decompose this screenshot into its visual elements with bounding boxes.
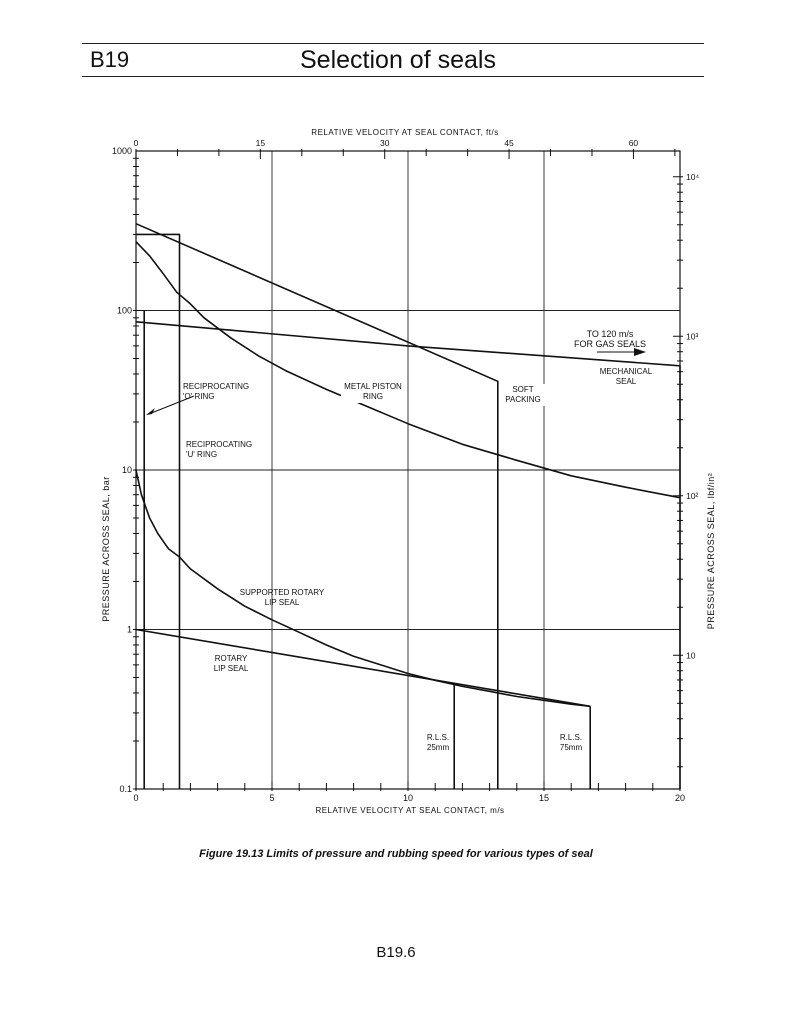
series-line-3	[135, 241, 681, 499]
series-line-5	[135, 469, 591, 708]
label-mechanical-seal: MECHANICAL	[600, 367, 653, 376]
page-number: B19.6	[376, 944, 416, 961]
label-soft-packing-bg	[503, 384, 545, 406]
series-line-6	[135, 628, 591, 708]
x-tick-label: 20	[675, 793, 685, 803]
o-ring-arrow-line	[148, 395, 195, 415]
y-tick-label: 0.1	[119, 784, 132, 794]
y2-axis-title: PRESSURE ACROSS SEAL, lbf/in²	[706, 473, 716, 630]
x-axis-title: RELATIVE VELOCITY AT SEAL CONTACT, m/s	[315, 806, 504, 815]
label-soft-packing: PACKING	[505, 395, 540, 404]
x-tick-label: 0	[133, 793, 138, 803]
series-layer	[135, 222, 681, 789]
section-code: B19	[90, 47, 130, 72]
label-rls-25mm: 25mm	[427, 743, 450, 752]
x2-tick-label: 15	[256, 138, 266, 148]
x2-tick-label: 0	[134, 138, 139, 148]
label-gas-seals: FOR GAS SEALS	[574, 339, 646, 349]
label-soft-packing: SOFT	[512, 385, 533, 394]
x2-tick-label: 60	[629, 138, 639, 148]
label-u-ring: 'U' RING	[186, 450, 217, 459]
label-rotary-lip-seal: LIP SEAL	[214, 664, 249, 673]
label-u-ring: RECIPROCATING	[186, 440, 252, 449]
x2-tick-label: 45	[504, 138, 514, 148]
y2-tick-label: 10⁴	[686, 172, 699, 182]
y2-tick-label: 10	[686, 650, 696, 660]
label-o-ring: RECIPROCATING	[183, 382, 249, 391]
x2-tick-label: 30	[380, 138, 390, 148]
label-metal-piston-ring-bg	[341, 381, 405, 403]
x2-axis-title: RELATIVE VELOCITY AT SEAL CONTACT, ft/s	[311, 128, 498, 137]
gas-seal-arrowhead	[634, 348, 646, 356]
header-rule-top	[82, 43, 704, 44]
x-tick-label: 5	[269, 793, 274, 803]
x-tick-label: 15	[539, 793, 549, 803]
label-o-ring: 'O' RING	[183, 392, 215, 401]
label-supported-rotary-lip-seal: LIP SEAL	[265, 598, 300, 607]
y-tick-label: 100	[117, 306, 132, 316]
series-line-2	[135, 222, 499, 789]
y2-tick-label: 10³	[686, 331, 698, 341]
header-rule-bottom	[82, 76, 704, 77]
y-axis-title: PRESSURE ACROSS SEAL, bar	[101, 476, 111, 622]
label-supported-rotary-lip-seal: SUPPORTED ROTARY	[240, 588, 325, 597]
series-line-4	[135, 321, 681, 789]
label-rls-75mm: 75mm	[560, 743, 583, 752]
series-line-1	[136, 233, 181, 789]
label-mechanical-seal: SEAL	[616, 377, 637, 386]
label-rotary-lip-seal: ROTARY	[215, 654, 248, 663]
o-ring-arrowhead	[146, 408, 155, 415]
label-rls-25mm: R.L.S.	[427, 733, 449, 742]
y2-tick-label: 10²	[686, 491, 698, 501]
label-rls-75mm: R.L.S.	[560, 733, 582, 742]
label-metal-piston-ring: METAL PISTON	[344, 382, 402, 391]
y-tick-label: 10	[122, 465, 132, 475]
section-title: Selection of seals	[300, 46, 496, 74]
figure-caption: Figure 19.13 Limits of pressure and rubb…	[199, 848, 593, 860]
y-tick-label: 1	[127, 625, 132, 635]
x-tick-label: 10	[403, 793, 413, 803]
grid-layer	[136, 151, 680, 789]
label-gas-seals: TO 120 m/s	[587, 329, 634, 339]
label-metal-piston-ring: RING	[363, 392, 383, 401]
y-tick-label: 1000	[112, 146, 132, 156]
